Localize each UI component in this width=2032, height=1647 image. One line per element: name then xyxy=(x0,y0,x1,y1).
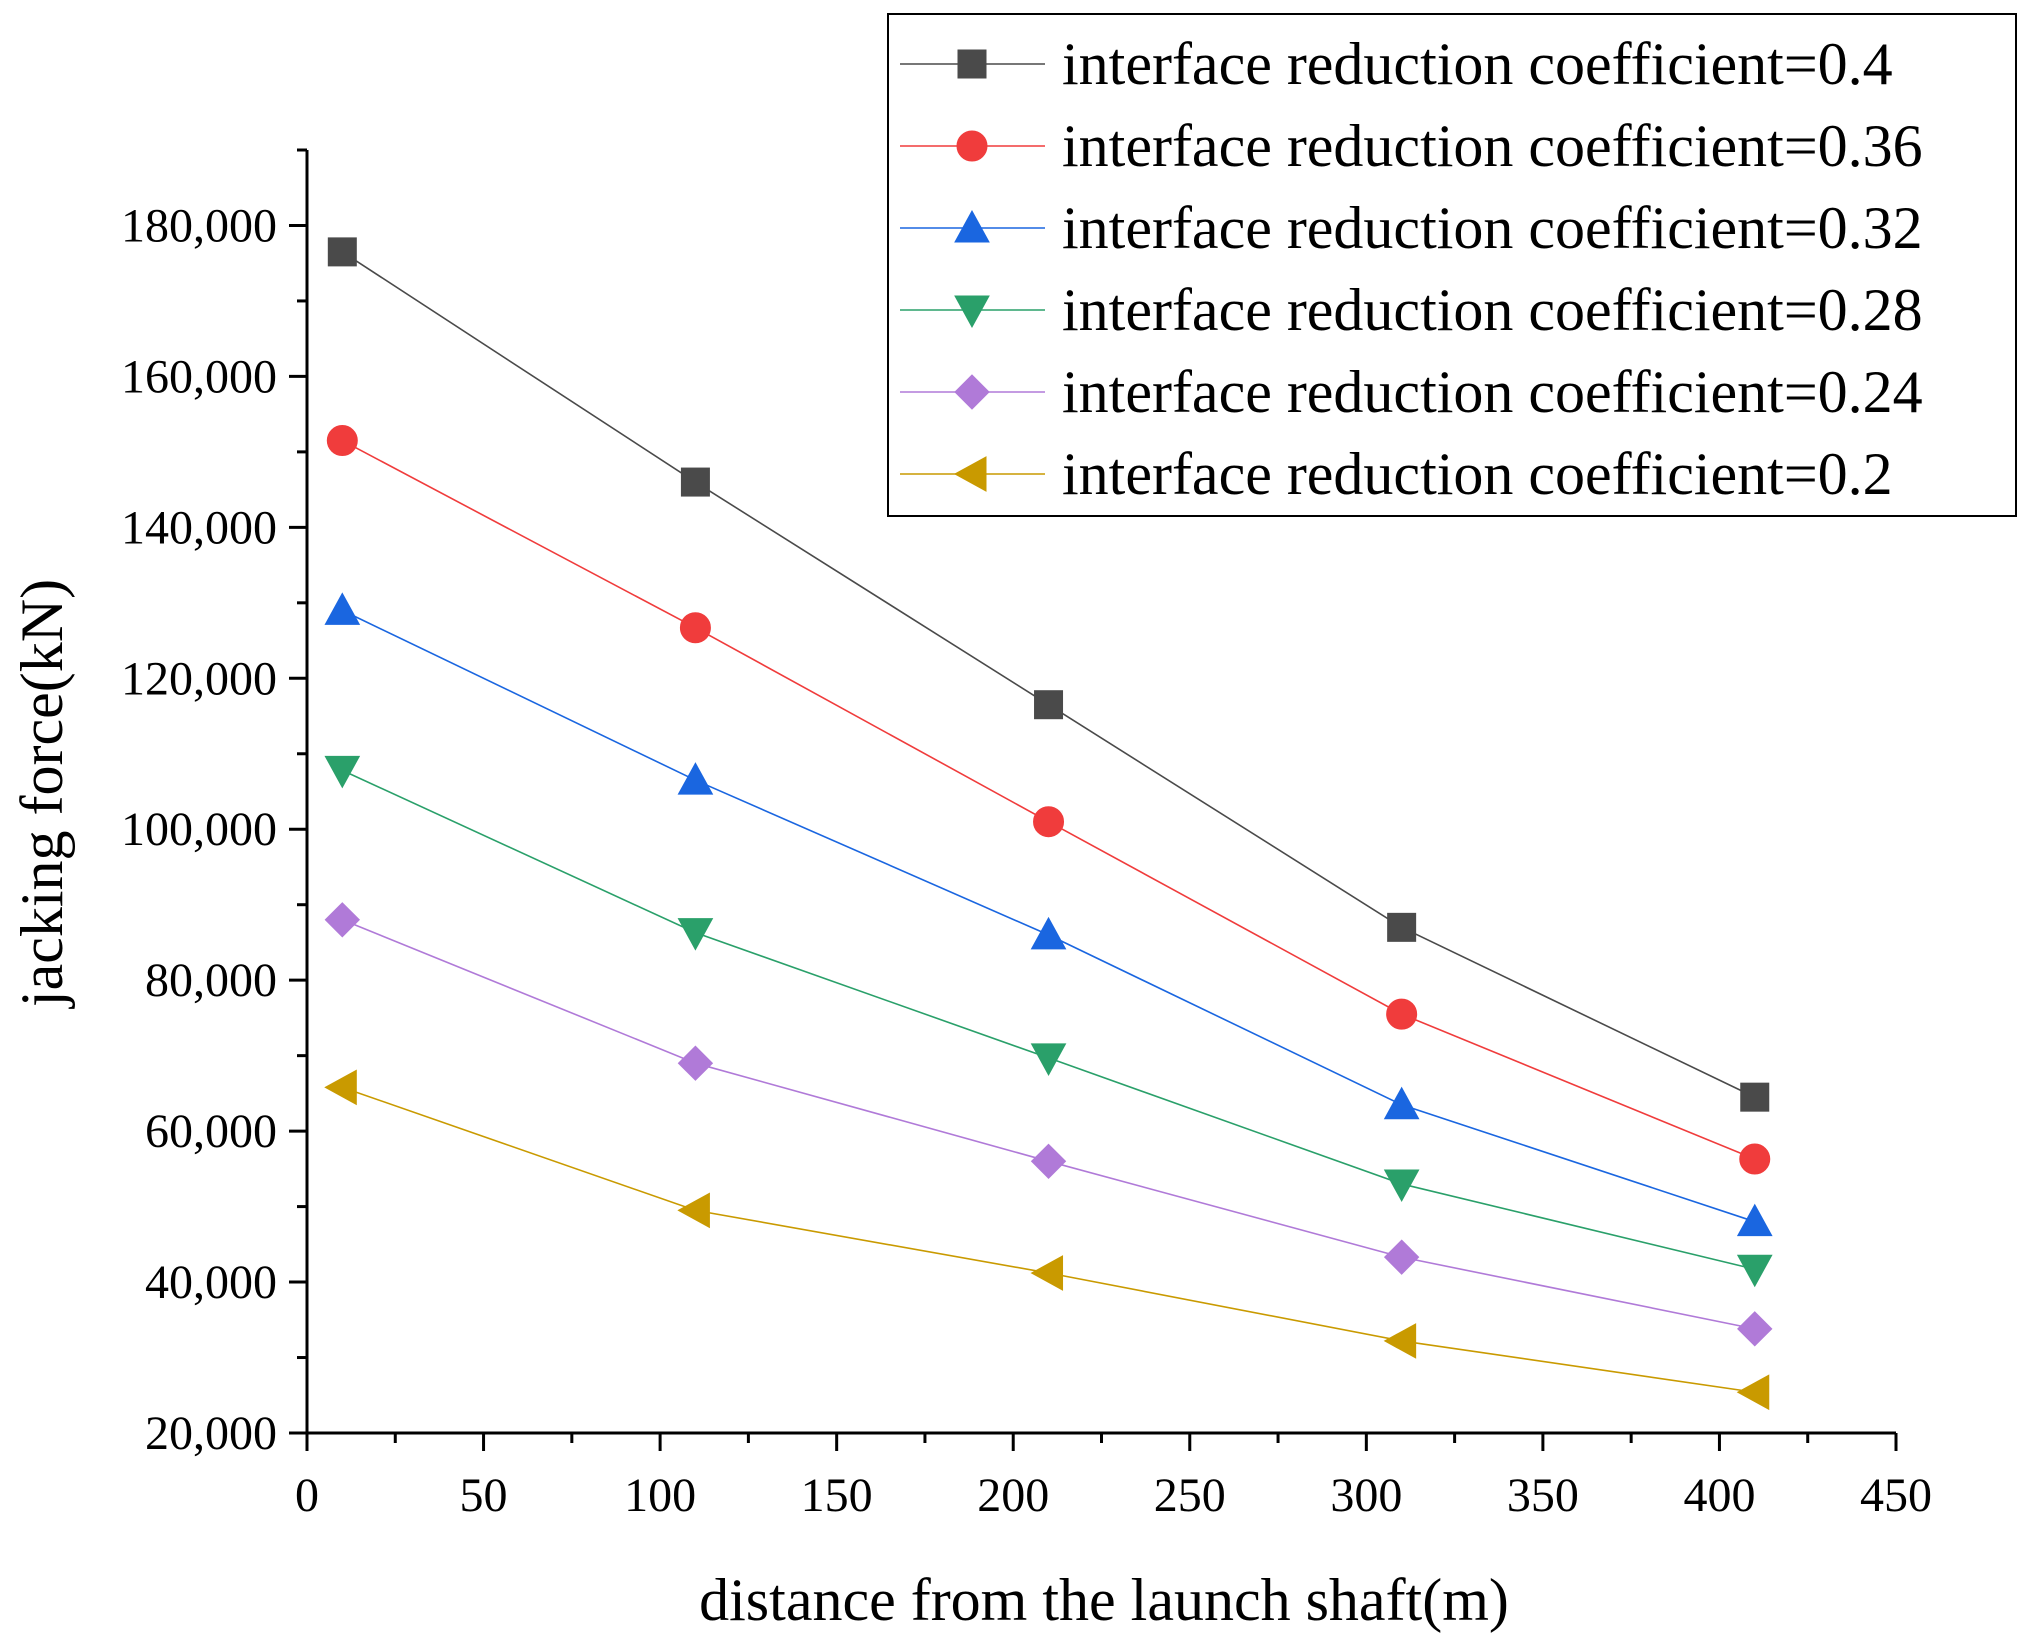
data-point xyxy=(677,762,714,795)
data-point xyxy=(324,592,361,625)
data-point xyxy=(677,1045,714,1081)
data-point xyxy=(680,467,710,497)
legend-item: interface reduction coefficient=0.36 xyxy=(900,113,1923,179)
legend: interface reduction coefficient=0.4 inter… xyxy=(887,13,2017,517)
data-point xyxy=(1033,806,1065,838)
data-point xyxy=(1383,1169,1420,1202)
data-point xyxy=(1383,1086,1420,1120)
plot-series xyxy=(324,237,1773,1411)
data-point xyxy=(1386,998,1418,1030)
x-tick-label: 100 xyxy=(624,1469,696,1522)
data-point xyxy=(1030,1043,1067,1076)
data-point xyxy=(1030,916,1067,950)
series-6 xyxy=(324,1069,1770,1411)
legend-marker xyxy=(954,209,990,243)
data-point xyxy=(1737,1311,1773,1347)
series-4 xyxy=(324,755,1773,1288)
legend-marker xyxy=(957,49,987,79)
legend-label: interface reduction coefficient=0.4 xyxy=(1062,31,1893,97)
x-tick-label: 150 xyxy=(801,1469,873,1522)
data-point xyxy=(1383,1323,1417,1359)
data-point xyxy=(1387,912,1417,942)
legend-label: interface reduction coefficient=0.24 xyxy=(1062,359,1923,425)
y-tick-label: 180,000 xyxy=(121,199,277,252)
series-3 xyxy=(324,592,1773,1237)
x-tick-label: 0 xyxy=(295,1469,319,1522)
legend-item: interface reduction coefficient=0.28 xyxy=(900,277,1923,343)
legend-item: interface reduction coefficient=0.32 xyxy=(900,195,1923,261)
x-tick-label: 300 xyxy=(1330,1469,1402,1522)
data-point xyxy=(1736,1374,1770,1411)
legend-item: interface reduction coefficient=0.4 xyxy=(900,31,1893,97)
legend-label: interface reduction coefficient=0.28 xyxy=(1062,277,1923,343)
y-axis-title: jacking force(kN) xyxy=(9,579,75,1009)
y-tick-label: 80,000 xyxy=(145,954,277,1007)
data-point xyxy=(677,1192,710,1229)
x-tick-label: 400 xyxy=(1683,1469,1755,1522)
x-tick-label: 250 xyxy=(1154,1469,1226,1522)
legend-marker xyxy=(956,130,988,162)
series-5 xyxy=(324,902,1773,1347)
y-tick-label: 160,000 xyxy=(121,350,277,403)
data-point xyxy=(1030,1143,1067,1180)
legend-marker xyxy=(953,456,987,492)
data-point xyxy=(1740,1082,1770,1112)
data-point xyxy=(324,755,361,789)
x-tick-label: 450 xyxy=(1860,1469,1932,1522)
x-tick-label: 50 xyxy=(460,1469,508,1522)
series-1 xyxy=(327,237,1770,1112)
legend-item: interface reduction coefficient=0.2 xyxy=(900,441,1893,507)
legend-item: interface reduction coefficient=0.24 xyxy=(900,359,1923,425)
y-tick-label: 40,000 xyxy=(145,1256,277,1309)
data-point xyxy=(1383,1239,1420,1275)
data-point xyxy=(1739,1143,1771,1175)
y-tick-label: 140,000 xyxy=(121,501,277,554)
legend-label: interface reduction coefficient=0.2 xyxy=(1062,441,1893,507)
series-line xyxy=(341,769,1755,1271)
y-tick-label: 20,000 xyxy=(145,1407,277,1460)
data-point xyxy=(1034,690,1064,720)
legend-marker xyxy=(954,295,990,329)
y-tick-label: 120,000 xyxy=(121,652,277,705)
legend-label: interface reduction coefficient=0.36 xyxy=(1062,113,1923,179)
data-point xyxy=(1030,1255,1064,1291)
data-point xyxy=(677,918,714,951)
data-point xyxy=(326,425,358,457)
data-point xyxy=(1736,1203,1773,1237)
y-tick-label: 100,000 xyxy=(121,803,277,856)
series-2 xyxy=(326,425,1771,1175)
y-tick-label: 60,000 xyxy=(145,1105,277,1158)
data-point xyxy=(1736,1254,1773,1288)
x-tick-label: 350 xyxy=(1507,1469,1579,1522)
data-point xyxy=(327,237,357,267)
x-tick-label: 200 xyxy=(977,1469,1049,1522)
legend-marker xyxy=(954,374,990,410)
series-line xyxy=(342,1086,1755,1394)
data-point xyxy=(324,902,361,938)
data-point xyxy=(679,612,711,644)
axes: 0 50 100 150 200 250 300 350 400 450 20,000 40,000 6… xyxy=(121,148,1932,1522)
data-point xyxy=(324,1069,357,1106)
legend-box xyxy=(887,13,2017,517)
x-axis-title: distance from the launch shaft(m) xyxy=(699,1567,1509,1633)
legend-label: interface reduction coefficient=0.32 xyxy=(1062,195,1923,261)
